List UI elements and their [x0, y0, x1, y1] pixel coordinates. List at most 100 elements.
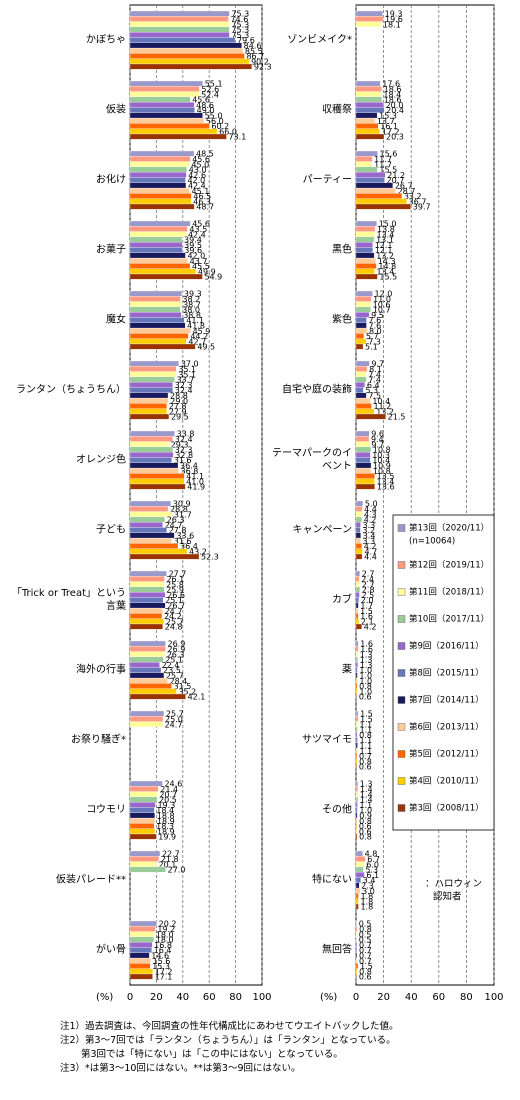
value-label: 27.9: [169, 407, 187, 416]
value-label: 21.2: [387, 171, 405, 180]
bar: [129, 522, 163, 528]
bar: [355, 366, 368, 372]
bar: [129, 823, 155, 829]
bar: [355, 877, 361, 883]
value-label: 15.5: [379, 166, 397, 175]
bar: [355, 182, 393, 189]
value-label: 7.4: [368, 370, 381, 379]
value-label: 18.4: [383, 90, 401, 99]
value-label: 85.5: [245, 47, 263, 56]
value-label: 0.6: [359, 763, 372, 772]
value-label: 0.7: [359, 951, 372, 960]
bar: [355, 543, 362, 549]
value-label: 5.3: [365, 866, 378, 875]
value-label: 55.1: [205, 80, 223, 89]
bar: [129, 32, 230, 38]
value-label: 1.1: [360, 736, 373, 745]
bar: [355, 462, 372, 469]
bar: [355, 273, 378, 280]
category-label: 仮装: [106, 104, 126, 116]
value-label: 31.6: [174, 456, 192, 465]
value-label: 20.7: [387, 176, 405, 185]
category-label: サツマイモ: [302, 734, 352, 746]
bar: [129, 791, 158, 798]
bar: [355, 452, 371, 458]
bar: [129, 457, 172, 463]
value-label: 33.7: [176, 376, 194, 385]
x-tick-label: 40: [176, 992, 189, 1003]
value-label: 37.0: [181, 360, 199, 369]
value-label: 1.6: [360, 645, 373, 654]
value-label: 19.6: [385, 15, 403, 24]
bar: [355, 511, 363, 518]
value-label: 9.6: [371, 430, 384, 439]
bar: [129, 672, 165, 679]
x-tick-label: 100: [252, 992, 271, 1003]
value-label: 15.6: [153, 957, 171, 966]
value-label: 41.1: [186, 472, 204, 481]
value-label: 31.5: [174, 682, 192, 691]
value-label: 43.2: [189, 547, 207, 556]
bar: [355, 333, 365, 339]
bar: [355, 753, 358, 759]
bar: [129, 683, 172, 689]
category-label: 自宅や庭の装飾: [282, 384, 352, 396]
x-tick-label: 60: [432, 992, 445, 1003]
bar: [355, 312, 370, 318]
bar: [355, 483, 375, 490]
bar: [129, 478, 185, 485]
value-label: 25.1: [165, 596, 183, 605]
legend-swatch: [397, 642, 406, 650]
bar: [355, 527, 361, 533]
value-label: 2.7: [362, 570, 375, 579]
value-label: 18.0: [156, 930, 174, 939]
value-label: 0.8: [359, 757, 372, 766]
bar: [129, 812, 155, 819]
value-label: 18.4: [156, 806, 174, 815]
value-label: 1.3: [360, 661, 373, 670]
bar: [355, 203, 411, 210]
bar: [129, 338, 187, 345]
bar: [129, 807, 155, 813]
value-label: 18.6: [384, 96, 402, 105]
bar: [355, 441, 370, 448]
value-label: 14.3: [378, 257, 396, 266]
bar: [355, 397, 371, 404]
bar: [129, 257, 188, 264]
value-label: 1.8: [360, 892, 373, 901]
legend-swatch: [397, 588, 406, 596]
value-label: 73.1: [228, 133, 246, 142]
value-label: 52.4: [201, 90, 219, 99]
value-label: 24.7: [165, 521, 183, 530]
value-label: 27.0: [168, 866, 186, 875]
value-label: 10.4: [372, 456, 390, 465]
bar: [355, 220, 377, 227]
legend-swatch: [397, 696, 406, 704]
value-label: 1.8: [360, 897, 373, 906]
bar: [129, 677, 168, 684]
bar: [129, 802, 156, 808]
bar: [129, 231, 187, 238]
value-label: 16.1: [380, 122, 398, 131]
value-label: 36.4: [180, 461, 198, 470]
bar: [355, 683, 358, 689]
value-label: 32.3: [175, 446, 193, 455]
bar: [355, 387, 364, 393]
bar: [129, 952, 150, 959]
value-label: 3.3: [363, 521, 376, 530]
value-label: 13.4: [376, 267, 394, 276]
bar: [129, 473, 185, 479]
value-label: 31.7: [174, 510, 192, 519]
value-label: 20.7: [159, 790, 177, 799]
bar: [355, 112, 378, 119]
bar: [355, 592, 360, 598]
bar: [355, 522, 361, 528]
bar: [355, 123, 379, 129]
value-label: 4.2: [364, 623, 377, 632]
x-axis-label: (%): [96, 992, 113, 1003]
x-tick-label: 20: [377, 992, 390, 1003]
bar: [355, 376, 367, 383]
value-label: 45.5: [192, 262, 210, 271]
value-label: 0.6: [359, 827, 372, 836]
